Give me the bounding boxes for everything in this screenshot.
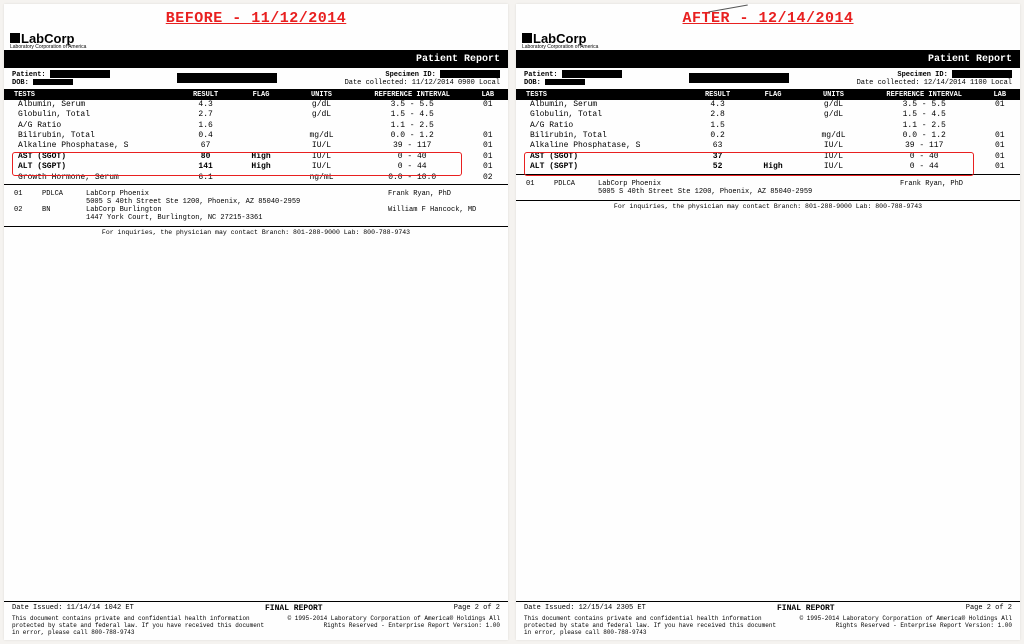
col-flag: FLAG [748, 91, 798, 99]
redacted-dob [545, 79, 585, 85]
table-row: AST (SGOT)37IU/L0 - 4001 [516, 152, 1020, 162]
col-result: RESULT [687, 91, 747, 99]
lab-row: 01PDLCALabCorp Phoenix5005 S 40th Street… [14, 190, 498, 206]
header-band: Patient Report [4, 50, 508, 68]
header-title: Patient Report [928, 54, 1012, 65]
table-body-before: Albumin, Serum4.3g/dL3.5 - 5.501Globulin… [4, 100, 508, 183]
redacted-dob [33, 79, 73, 85]
footer-final: FINAL REPORT [265, 604, 323, 613]
col-flag: FLAG [236, 91, 286, 99]
footer-final: FINAL REPORT [777, 604, 835, 613]
footer-disclaimer: This document contains private and confi… [524, 615, 785, 636]
labcorp-logo: LabCorp Laboratory Corporation of Americ… [4, 29, 508, 50]
table-row: ALT (SGPT)52HighIU/L0 - 4401 [516, 162, 1020, 172]
footer-copyright: © 1995-2014 Laboratory Corporation of Am… [795, 615, 1012, 636]
table-row: Alkaline Phosphatase, S63IU/L39 - 11701 [516, 141, 1020, 151]
footer-after: Date Issued: 12/15/14 2305 ET FINAL REPO… [516, 601, 1020, 640]
inquiry-line: For inquiries, the physician may contact… [4, 227, 508, 238]
collected-date: Date collected: 12/14/2014 1100 Local [857, 79, 1012, 87]
lab-row: 01PDLCALabCorp Phoenix5005 S 40th Street… [526, 180, 1010, 196]
col-tests: TESTS [4, 91, 175, 99]
table-header: TESTS RESULT FLAG UNITS REFERENCE INTERV… [516, 90, 1020, 100]
patient-label: Patient: [524, 71, 558, 79]
table-header: TESTS RESULT FLAG UNITS REFERENCE INTERV… [4, 90, 508, 100]
redacted-center [689, 73, 789, 83]
table-row: Globulin, Total2.8g/dL1.5 - 4.5 [516, 110, 1020, 120]
col-tests: TESTS [516, 91, 687, 99]
patient-label: Patient: [12, 71, 46, 79]
footer-issued: Date Issued: 12/15/14 2305 ET [524, 604, 646, 613]
footer-page: Page 2 of 2 [966, 604, 1012, 613]
footer-page: Page 2 of 2 [454, 604, 500, 613]
table-row: Alkaline Phosphatase, S67IU/L39 - 11701 [4, 141, 508, 151]
stamp-after: AFTER - 12/14/2014 [516, 4, 1020, 29]
footer-issued: Date Issued: 11/14/14 1042 ET [12, 604, 134, 613]
table-row: AST (SGOT)80HighIU/L0 - 4001 [4, 152, 508, 162]
col-result: RESULT [175, 91, 235, 99]
table-row: Albumin, Serum4.3g/dL3.5 - 5.501 [4, 100, 508, 110]
col-units: UNITS [798, 91, 869, 99]
stamp-before: BEFORE - 11/12/2014 [4, 4, 508, 29]
report-after: AFTER - 12/14/2014 LabCorp Laboratory Co… [516, 4, 1020, 640]
table-row: Bilirubin, Total0.2mg/dL0.0 - 1.201 [516, 131, 1020, 141]
lab-row: 02BNLabCorp Burlington1447 York Court, B… [14, 206, 498, 222]
table-row: Globulin, Total2.7g/dL1.5 - 4.5 [4, 110, 508, 120]
table-body-after: Albumin, Serum4.3g/dL3.5 - 5.501Globulin… [516, 100, 1020, 173]
labcorp-logo: LabCorp Laboratory Corporation of Americ… [516, 29, 1020, 50]
table-row: ALT (SGPT)141HighIU/L0 - 4401 [4, 162, 508, 172]
redacted-specimen [952, 70, 1012, 78]
header-title: Patient Report [416, 54, 500, 65]
specimen-label: Specimen ID: [385, 71, 435, 79]
col-ref: REFERENCE INTERVAL [869, 91, 980, 99]
lab-section-before: 01PDLCALabCorp Phoenix5005 S 40th Street… [4, 186, 508, 226]
col-lab: LAB [980, 91, 1020, 99]
redacted-center [177, 73, 277, 83]
redacted-patient [50, 70, 110, 78]
col-ref: REFERENCE INTERVAL [357, 91, 468, 99]
redacted-patient [562, 70, 622, 78]
inquiry-line: For inquiries, the physician may contact… [516, 201, 1020, 212]
col-units: UNITS [286, 91, 357, 99]
footer-disclaimer: This document contains private and confi… [12, 615, 273, 636]
footer-before: Date Issued: 11/14/14 1042 ET FINAL REPO… [4, 601, 508, 640]
table-row: Growth Hormone, Serum6.1ng/mL0.0 - 10.00… [4, 173, 508, 183]
patient-band: Patient: DOB: Specimen ID: Date collecte… [516, 68, 1020, 90]
table-row: Bilirubin, Total0.4mg/dL0.0 - 1.201 [4, 131, 508, 141]
collected-date: Date collected: 11/12/2014 0900 Local [345, 79, 500, 87]
dob-label: DOB: [12, 79, 29, 87]
dob-label: DOB: [524, 79, 541, 87]
patient-band: Patient: DOB: Specimen ID: Date collecte… [4, 68, 508, 90]
table-row: Albumin, Serum4.3g/dL3.5 - 5.501 [516, 100, 1020, 110]
table-row: A/G Ratio1.61.1 - 2.5 [4, 121, 508, 131]
lab-section-after: 01PDLCALabCorp Phoenix5005 S 40th Street… [516, 176, 1020, 200]
specimen-label: Specimen ID: [897, 71, 947, 79]
footer-copyright: © 1995-2014 Laboratory Corporation of Am… [283, 615, 500, 636]
report-before: BEFORE - 11/12/2014 LabCorp Laboratory C… [4, 4, 508, 640]
col-lab: LAB [468, 91, 508, 99]
header-band: Patient Report [516, 50, 1020, 68]
table-row: A/G Ratio1.51.1 - 2.5 [516, 121, 1020, 131]
redacted-specimen [440, 70, 500, 78]
